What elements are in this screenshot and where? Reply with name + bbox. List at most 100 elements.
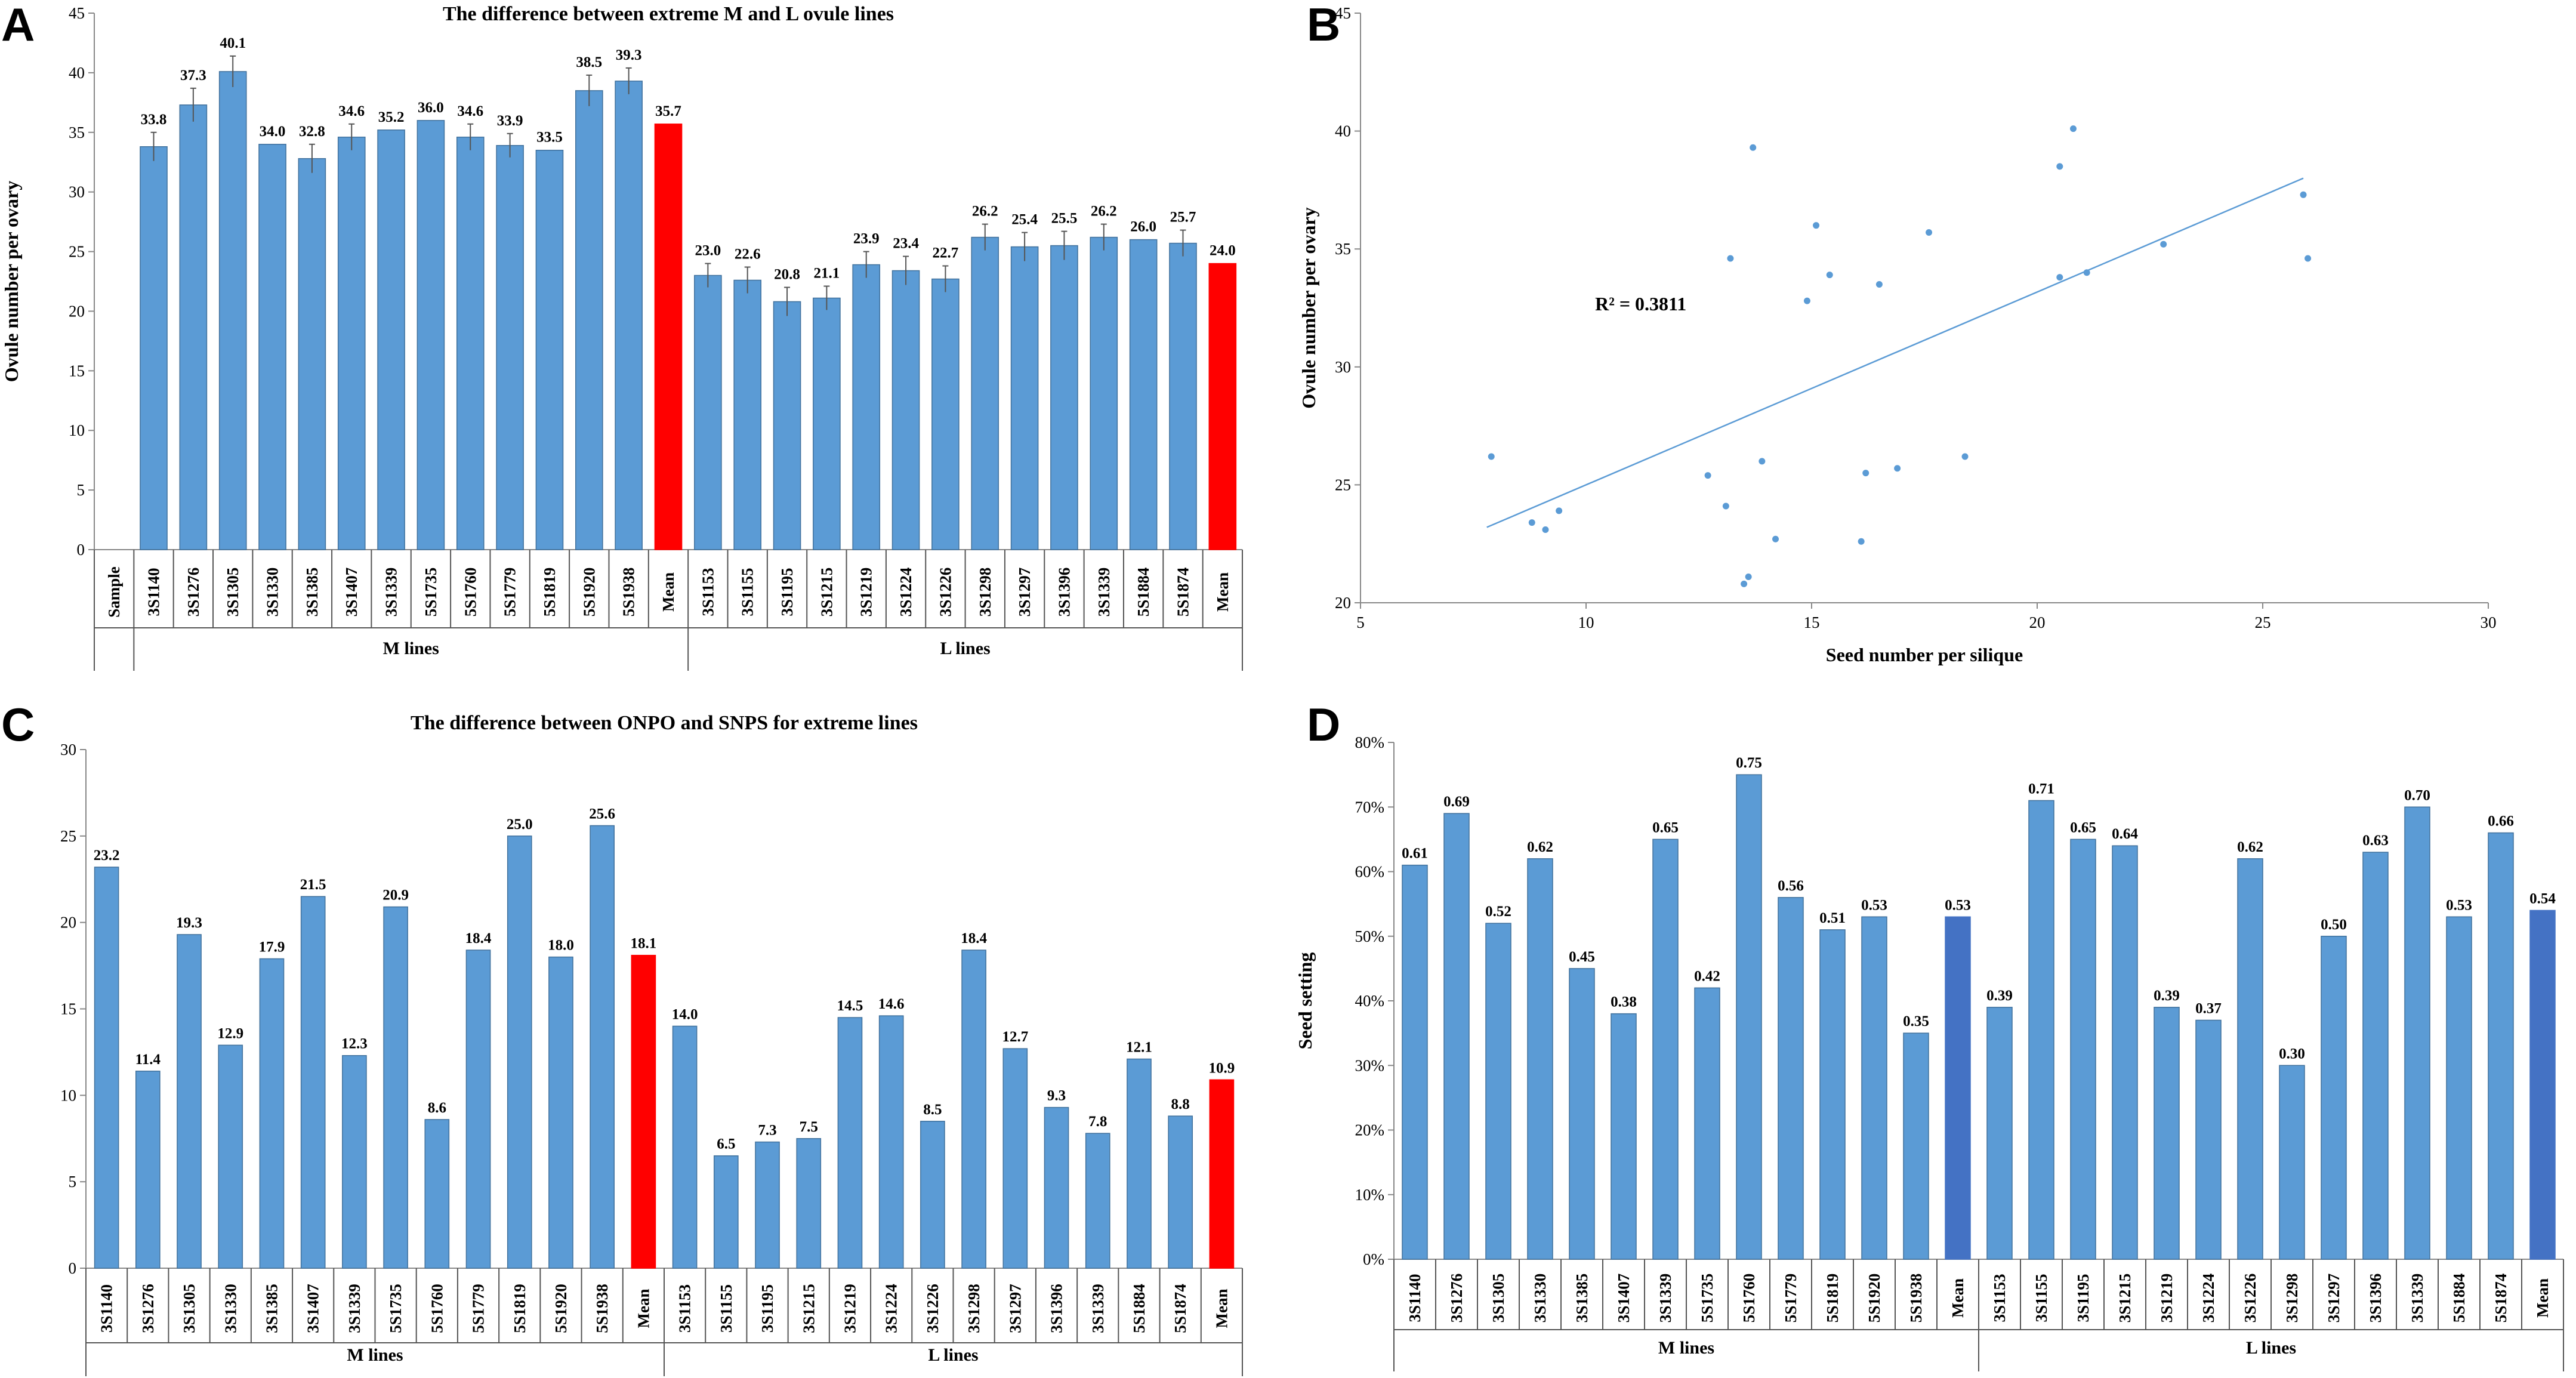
panel-a-data-label: 40.1 [220,35,246,51]
panel-a-category-label: Mean [1214,572,1232,612]
panel-d-bar [2446,916,2472,1260]
panel-d-data-label: 0.45 [1569,949,1595,965]
panel-a-category-label: 5S1760 [461,568,479,617]
panel-a-category-label: 3S1226 [936,568,954,617]
panel-d-bar [1861,916,1887,1260]
panel-a-category-label: 5S1779 [501,568,519,617]
panel-a-y-axis-label: Ovule number per ovary [1,181,22,382]
panel-b-r-squared-annotation: R² = 0.3811 [1595,293,1686,315]
panel-b-x-axis-label: Seed number per silique [1826,644,2023,665]
panel-b-data-point [2069,125,2077,132]
panel-c-data-label: 8.6 [428,1100,446,1116]
panel-d-data-label: 0.70 [2404,787,2430,803]
panel-c-category-label: 3S1140 [98,1284,116,1333]
panel-d-bar [2404,806,2430,1260]
panel-d-bar [1611,1013,1637,1260]
panel-c-bar [713,1155,739,1269]
panel-d-category-label: Mean [1949,1278,1967,1318]
panel-d-data-label: 0.54 [2529,890,2556,907]
panel-a-bar [1090,236,1118,550]
panel-d-bar [2195,1019,2222,1260]
panel-d-category-label: 5S1874 [2492,1274,2510,1323]
panel-a-data-label: 32.8 [299,124,325,140]
panel-a-bar [1169,242,1197,550]
panel-c-bar [1168,1115,1193,1269]
panel-d-data-label: 0.37 [2195,1000,2222,1016]
panel-a-category-label: 5S1938 [620,568,638,617]
panel-c-bar [755,1141,780,1269]
panel-c-y-tick-label: 5 [69,1173,77,1191]
panel-a-y-tick-label: 45 [69,4,85,22]
panel-c-category-label: 3S1219 [841,1284,859,1333]
panel-a-data-label: 33.9 [497,113,523,129]
panel-a-bar [218,71,247,550]
panel-d-data-label: 0.62 [1527,839,1553,855]
panel-a-category-label: 5S1884 [1134,568,1152,617]
panel-b-data-point [1745,574,1752,581]
panel-c-group-label-m: M lines [347,1345,403,1365]
panel-c-y-tick-label: 15 [60,1000,76,1018]
panel-a-bar [496,145,524,550]
panel-c-category-label: 3S1298 [965,1284,983,1333]
panel-d-category-label: 3S1330 [1531,1274,1549,1323]
panel-d-data-label: 0.61 [1402,846,1428,862]
panel-a-data-label: 37.3 [180,67,206,84]
panel-d-y-tick-label: 80% [1355,733,1385,751]
panel-d-bar [2279,1065,2305,1260]
panel-d-category-label: 3S1298 [2283,1274,2301,1323]
panel-c-data-label: 14.5 [837,998,863,1014]
panel-d-bar [1694,987,1720,1260]
panel-a-category-label: 3S1407 [343,568,360,617]
panel-a-y-tick-label: 30 [69,183,85,201]
panel-c-data-label: 14.0 [672,1006,698,1022]
panel-a-category-label: 3S1396 [1055,568,1073,617]
panel-a-bar [1129,239,1158,550]
panel-letter-d: D [1307,698,1341,751]
panel-a-category-label: 5S1735 [422,568,440,617]
panel-a-data-label: 33.8 [141,112,167,128]
panel-a-bar [694,275,722,550]
panel-c-data-label: 12.7 [1002,1029,1028,1045]
panel-a-bar [1050,245,1078,550]
panel-a-category-label: 3S1385 [303,568,321,617]
panel-d-category-label: 3S1407 [1615,1274,1633,1323]
panel-a-category-label: 3S1297 [1016,568,1034,617]
panel-c-category-label: 5S1760 [428,1284,446,1333]
panel-a-y-tick-label: 20 [69,302,85,320]
panel-d-data-label: 0.38 [1611,994,1637,1010]
panel-c-bar [177,934,202,1269]
panel-d-y-tick-label: 40% [1355,992,1385,1010]
panel-c-data-label: 8.5 [923,1102,942,1118]
panel-c-category-label: Mean [634,1289,652,1328]
panel-d-data-label: 0.42 [1694,968,1720,984]
panel-c-data-label: 10.9 [1209,1060,1235,1076]
panel-c-bar [300,896,326,1269]
panel-c-data-label: 12.9 [217,1025,243,1041]
panel-d-category-label: 3S1140 [1406,1274,1424,1322]
panel-a-data-label: 34.0 [260,124,286,140]
panel-d-data-label: 0.56 [1778,878,1804,894]
panel-d-data-label: 0.53 [1945,897,1971,913]
panel-c-data-label: 11.4 [135,1052,161,1068]
panel-a-category-label: 3S1215 [817,568,835,617]
panel-a-data-label: 23.9 [853,231,880,247]
panel-a-bar [179,104,208,550]
panel-c-bar [548,956,573,1269]
panel-a-category-label: 5S1819 [541,568,559,617]
panel-d-bar [2070,838,2096,1260]
panel-d-data-label: 0.35 [1903,1013,1929,1029]
panel-d-category-label: 3S1215 [2116,1274,2134,1323]
panel-c-y-tick-label: 25 [60,827,76,845]
panel-c-category-label: 3S1305 [180,1284,198,1333]
panel-c-bar [424,1119,450,1269]
panel-d-bar [1485,923,1511,1260]
panel-a-bar [377,130,405,550]
panel-b-data-point [1862,470,1869,477]
panel-c-data-label: 9.3 [1047,1088,1066,1104]
panel-a-y-tick-label: 10 [69,421,85,439]
panel-a-data-label: 22.7 [933,245,959,261]
panel-b-data-point [1704,472,1711,479]
panel-d-data-label: 0.65 [2070,819,2096,836]
panel-b-data-point [2083,269,2090,276]
panel-b-data-point [1741,580,1748,587]
